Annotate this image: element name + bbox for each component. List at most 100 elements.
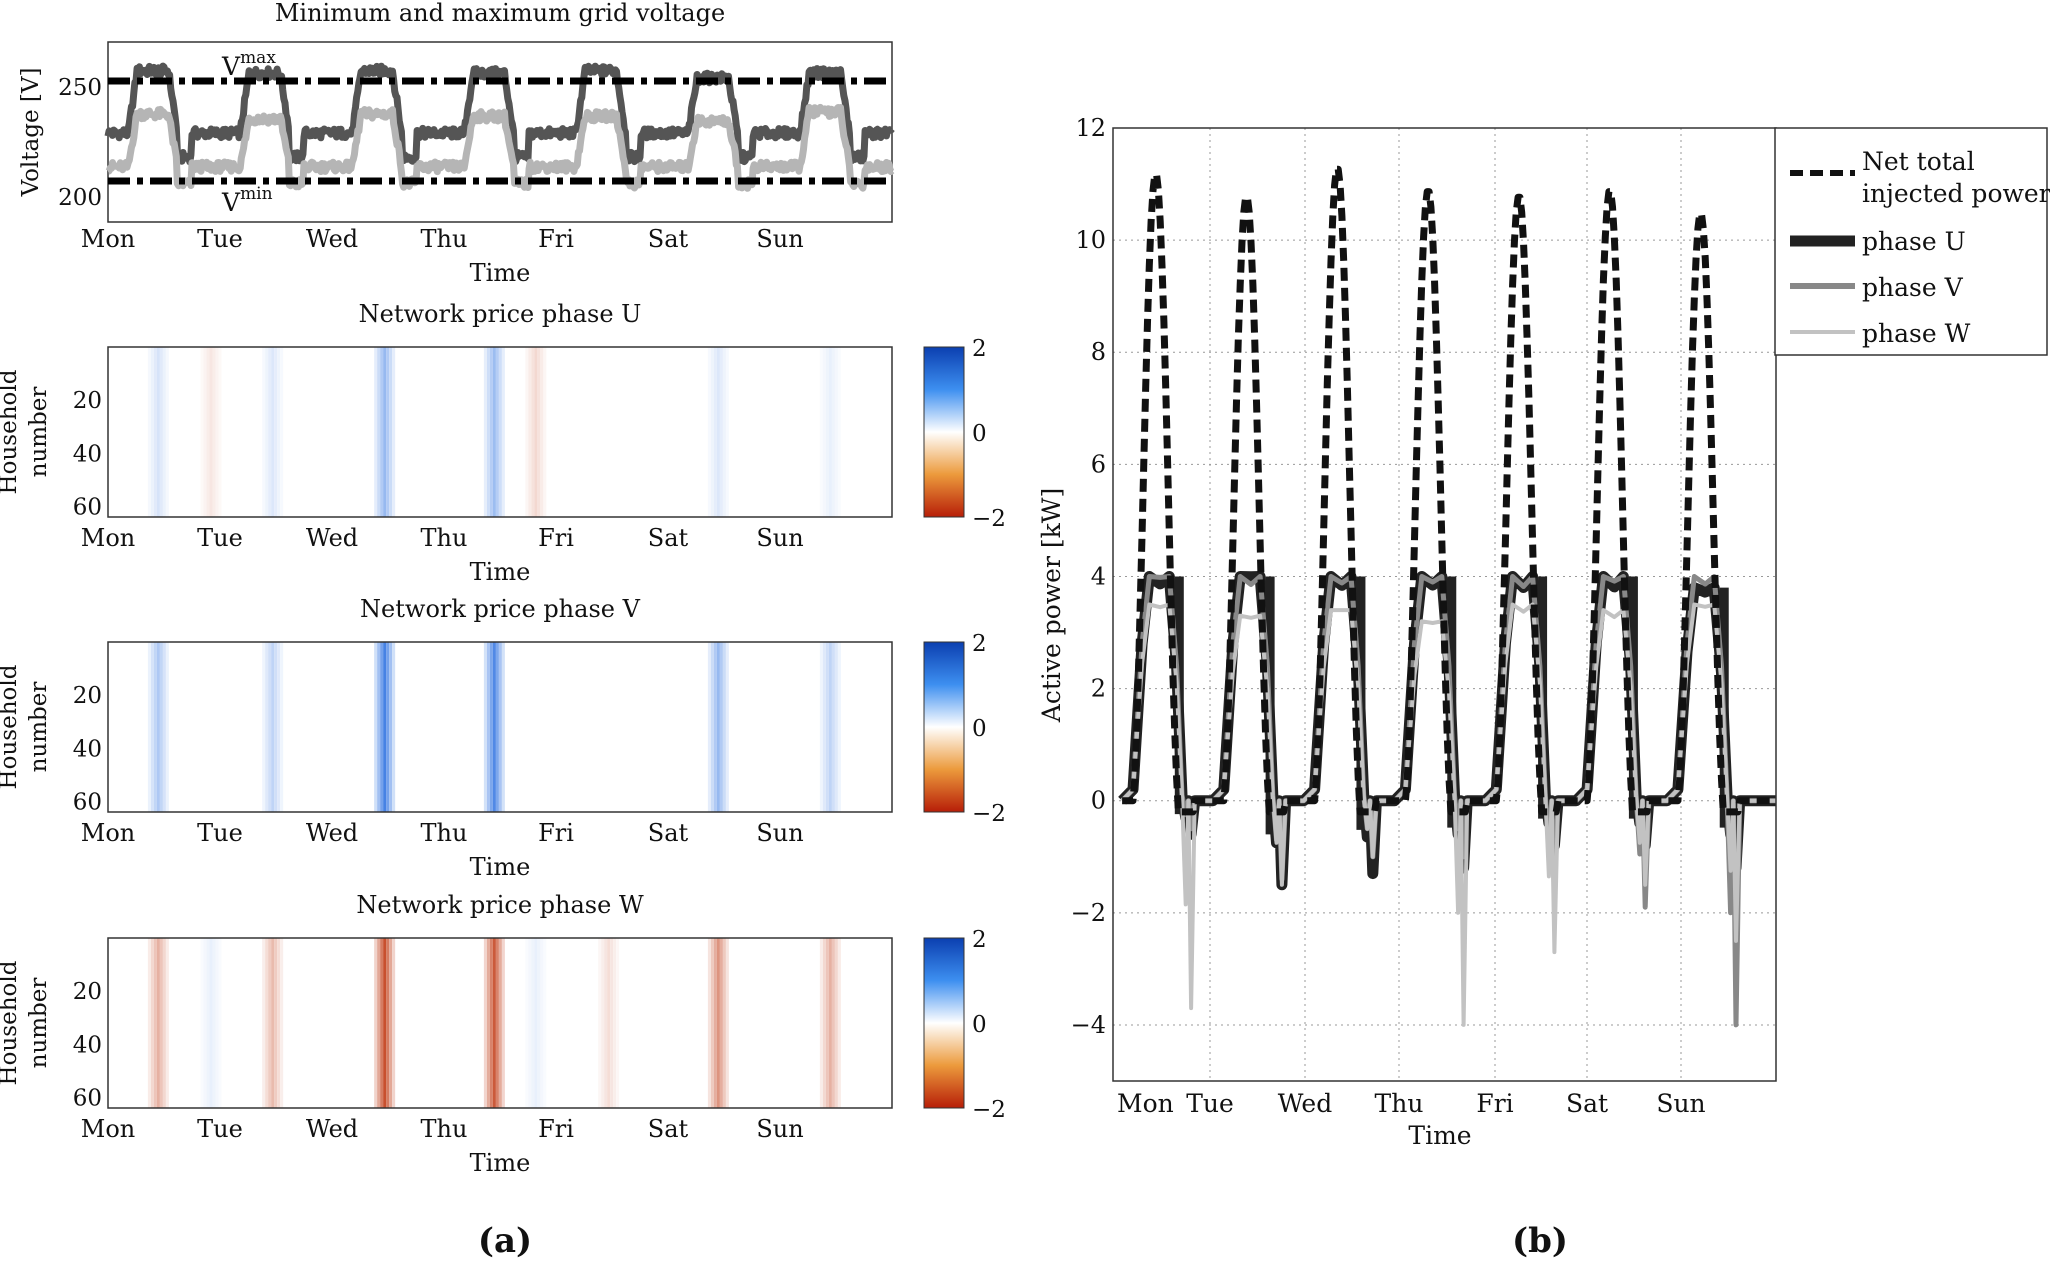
price-u-stripe-2-2 xyxy=(268,347,272,517)
price-u-stripe-1-0 xyxy=(200,347,204,517)
price-u-ylabel-line1: Household xyxy=(0,369,22,494)
price-v-stripe-2-6 xyxy=(392,642,396,812)
price-v-xtick-5: Sat xyxy=(648,819,689,847)
price-w-axes-box xyxy=(107,937,893,1109)
price-v-stripe-0-2 xyxy=(153,642,157,812)
price-v-xtick-6: Sun xyxy=(756,819,803,847)
price-v-stripe-4-5 xyxy=(722,642,726,812)
power-yticks: −4 −2 0 2 4 6 8 10 12 xyxy=(1071,114,1106,1039)
voltage-xtick-1: Tue xyxy=(197,225,243,253)
price-v-stripe-0-3 xyxy=(156,642,160,812)
price-v-stripe-3-1 xyxy=(486,642,490,812)
power-xticks: Mon Tue Wed Thu Fri Sat Sun xyxy=(1117,1089,1706,1118)
price-u-xtick-0: Mon xyxy=(81,524,135,552)
price-w-stripe-4-3 xyxy=(492,938,496,1108)
price-w-ylabel: Household number xyxy=(0,960,52,1085)
voltage-xtick-6: Sun xyxy=(756,225,803,253)
price-u-ytick-60: 60 xyxy=(73,494,102,520)
power-ytick-10: 10 xyxy=(1075,226,1106,254)
price-v-stripe-1-0 xyxy=(262,642,266,812)
price-u-stripe-6-1 xyxy=(710,347,714,517)
price-w-stripe-0-2 xyxy=(153,938,157,1108)
price-u-stripe-0-5 xyxy=(162,347,166,517)
price-w-stripe-3-0 xyxy=(374,938,378,1108)
price-w-stripe-7-3 xyxy=(716,938,720,1108)
price-w-xtick-5: Sat xyxy=(648,1115,689,1143)
price-w-stripe-8-3 xyxy=(828,938,832,1108)
price-v-stripe-0-4 xyxy=(159,642,163,812)
price-v-stripe-5-0 xyxy=(819,642,823,812)
price-u-xtick-5: Sat xyxy=(648,524,689,552)
price-u-stripe-5-5 xyxy=(540,347,544,517)
price-u-colorbar-tick-0: 2 xyxy=(972,336,987,362)
power-xtick-3: Thu xyxy=(1375,1089,1424,1118)
power-ytick-0: 0 xyxy=(1091,787,1106,815)
price-w-stripe-2-3 xyxy=(271,938,275,1108)
price-u-stripe-4-4 xyxy=(495,347,499,517)
voltage-xtick-2: Wed xyxy=(306,225,358,253)
price-w-stripe-3-5 xyxy=(389,938,393,1108)
price-v-stripe-2-2 xyxy=(380,642,384,812)
price-v-ylabel: Household number xyxy=(0,664,52,789)
price-w-stripe-4-4 xyxy=(495,938,499,1108)
price-u-stripe-6-6 xyxy=(725,347,729,517)
price-w-stripe-6-4 xyxy=(610,938,614,1108)
price-w-colorbar-tick-2: −2 xyxy=(972,1097,1006,1123)
price-w-stripe-5-3 xyxy=(534,938,538,1108)
price-v-stripe-2-5 xyxy=(389,642,393,812)
vmax-label: Vmax xyxy=(221,48,276,81)
power-ytick-8: 8 xyxy=(1091,338,1106,366)
price-v-stripe-0-5 xyxy=(162,642,166,812)
price-w-ytick-40: 40 xyxy=(73,1032,102,1058)
price-w-stripe-4-0 xyxy=(483,938,487,1108)
price-u-stripe-1-2 xyxy=(206,347,210,517)
price-w-xlabel: Time xyxy=(470,1149,531,1177)
price-v-stripe-5-1 xyxy=(822,642,826,812)
power-xtick-4: Fri xyxy=(1476,1089,1513,1118)
price-u-stripe-5-6 xyxy=(543,347,547,517)
legend-label-net-2: injected power xyxy=(1862,179,2050,208)
power-ytick-12: 12 xyxy=(1075,114,1106,142)
price-w-stripe-8-2 xyxy=(825,938,829,1108)
price-u-stripe-2-4 xyxy=(274,347,278,517)
price-v-xtick-1: Tue xyxy=(197,819,243,847)
price-u-xtick-3: Thu xyxy=(421,524,468,552)
price-u-stripe-0-1 xyxy=(150,347,154,517)
price-u-stripe-0-2 xyxy=(153,347,157,517)
price-v-stripe-5-3 xyxy=(828,642,832,812)
price-u-stripe-1-3 xyxy=(209,347,213,517)
price-w-stripe-7-6 xyxy=(725,938,729,1108)
price-u-xtick-4: Fri xyxy=(538,524,574,552)
price-u-stripe-4-0 xyxy=(483,347,487,517)
price-u-stripe-2-6 xyxy=(280,347,284,517)
price-w-stripe-5-0 xyxy=(525,938,529,1108)
price-w-stripe-4-6 xyxy=(501,938,505,1108)
price-v-stripe-4-2 xyxy=(713,642,717,812)
price-v-colorbar-tick-0: 2 xyxy=(972,631,987,657)
price-v-stripe-4-0 xyxy=(707,642,711,812)
voltage-series xyxy=(104,62,895,192)
price-v-stripe-1-5 xyxy=(277,642,281,812)
price-w-stripe-8-0 xyxy=(819,938,823,1108)
price-u-stripe-5-2 xyxy=(531,347,535,517)
price-u-xlabel: Time xyxy=(470,558,531,586)
price-w-stripe-5-2 xyxy=(531,938,535,1108)
price-w-stripe-0-6 xyxy=(165,938,169,1108)
price-u-stripe-4-3 xyxy=(492,347,496,517)
voltage-xtick-3: Thu xyxy=(421,225,468,253)
price-w-ylabel-line2: number xyxy=(26,978,52,1069)
price-v-xtick-0: Mon xyxy=(81,819,135,847)
price-w-stripe-8-6 xyxy=(837,938,841,1108)
price-w-title: Network price phase W xyxy=(356,891,644,919)
power-xtick-1: Tue xyxy=(1186,1089,1234,1118)
voltage-series-min xyxy=(105,103,895,192)
price-u-stripe-6-2 xyxy=(713,347,717,517)
price-w-stripe-6-3 xyxy=(607,938,611,1108)
price-v-stripe-5-2 xyxy=(825,642,829,812)
price-u-stripe-4-2 xyxy=(489,347,493,517)
price-u-colorbar-tick-2: −2 xyxy=(972,506,1006,532)
